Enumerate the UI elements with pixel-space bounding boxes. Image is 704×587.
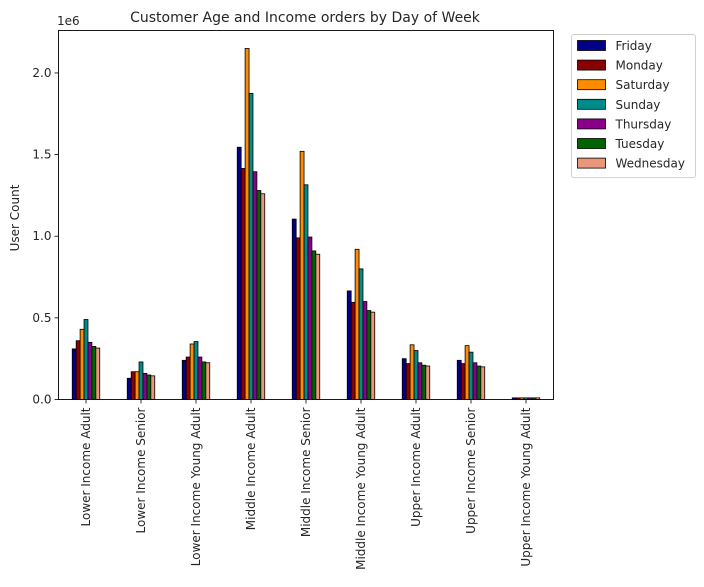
y-tick-label-1: 0.5	[32, 311, 51, 325]
legend-label-thursday: Thursday	[615, 117, 672, 131]
bar-tuesday-6	[421, 364, 427, 400]
legend-swatch-thursday	[577, 118, 606, 130]
bar-tuesday-1	[146, 374, 152, 400]
y-tick-label-0: 0.0	[32, 393, 51, 407]
bar-thursday-3	[252, 171, 258, 400]
bar-wednesday-4	[315, 253, 321, 400]
legend-label-saturday: Saturday	[616, 78, 670, 92]
bar-friday-3	[236, 146, 242, 400]
bar-saturday-0	[79, 328, 85, 400]
x-tick-label-2: Lower Income Young Adult	[189, 407, 203, 566]
bar-thursday-4	[307, 236, 313, 400]
bar-saturday-5	[354, 248, 360, 400]
chart-title: Customer Age and Income orders by Day of…	[130, 10, 481, 26]
bars-layer	[71, 48, 541, 400]
y-axis-label: User Count	[8, 184, 22, 251]
bar-friday-6	[401, 358, 407, 400]
bar-monday-4	[295, 237, 301, 400]
legend-swatch-monday	[577, 59, 606, 71]
y-axis-offset-label: 1e6	[57, 14, 80, 28]
bar-wednesday-3	[260, 193, 266, 400]
bar-saturday-6	[409, 344, 415, 400]
bar-sunday-4	[303, 184, 309, 400]
bar-wednesday-0	[95, 347, 101, 400]
bar-sunday-6	[413, 350, 419, 400]
x-tick-label-1: Lower Income Senior	[134, 407, 148, 533]
bar-sunday-7	[468, 351, 474, 400]
y-tick-label-2: 1.0	[32, 229, 51, 243]
bar-friday-7	[456, 359, 462, 400]
bar-sunday-1	[138, 361, 144, 400]
x-tick-label-3: Middle Income Adult	[244, 407, 258, 530]
bar-sunday-2	[193, 341, 199, 400]
bar-wednesday-7	[480, 366, 486, 400]
x-tick-label-0: Lower Income Adult	[79, 407, 93, 526]
bar-wednesday-5	[370, 311, 376, 400]
bar-sunday-3	[248, 92, 254, 400]
bar-tuesday-3	[256, 190, 262, 400]
bar-thursday-0	[87, 341, 93, 400]
legend-swatch-sunday	[577, 98, 606, 110]
bar-thursday-2	[197, 356, 203, 400]
bar-friday-0	[71, 348, 77, 400]
y-axis-ticks: 0.0 0.5 1.0 1.5 2.0	[32, 66, 59, 407]
bar-monday-0	[75, 340, 81, 400]
bar-monday-2	[185, 356, 191, 400]
bar-monday-5	[350, 301, 356, 400]
bar-saturday-4	[299, 150, 305, 400]
bar-wednesday-6	[425, 365, 431, 400]
bar-thursday-5	[362, 301, 368, 400]
legend-label-friday: Friday	[616, 39, 652, 53]
bar-tuesday-5	[366, 310, 372, 400]
x-tick-label-7: Upper Income Senior	[464, 407, 478, 533]
legend-label-wednesday: Wednesday	[616, 157, 685, 171]
x-tick-label-6: Upper Income Adult	[409, 407, 423, 527]
bar-thursday-7	[472, 362, 478, 400]
y-tick-label-3: 1.5	[32, 148, 51, 162]
bar-wednesday-1	[150, 375, 156, 400]
bar-tuesday-7	[476, 365, 482, 400]
bar-wednesday-2	[205, 362, 211, 400]
bar-saturday-2	[189, 343, 195, 400]
bar-friday-5	[346, 290, 352, 400]
bar-sunday-5	[358, 268, 364, 400]
legend-swatch-saturday	[577, 79, 606, 91]
bar-tuesday-4	[311, 250, 317, 400]
legend-label-monday: Monday	[616, 59, 663, 73]
bar-tuesday-2	[201, 361, 207, 400]
bar-monday-7	[460, 363, 466, 400]
legend: Friday Monday Saturday Sunday Thursday Tuesda…	[571, 34, 696, 179]
legend-swatch-wednesday	[577, 157, 606, 169]
plot-frame	[58, 30, 554, 400]
bar-friday-4	[291, 218, 297, 400]
bar-saturday-1	[134, 371, 140, 400]
bar-saturday-7	[464, 345, 470, 400]
legend-label-tuesday: Tuesday	[615, 137, 665, 151]
bar-friday-2	[181, 359, 187, 400]
bar-sunday-0	[83, 319, 89, 400]
x-tick-label-5: Middle Income Young Adult	[354, 407, 368, 570]
bar-friday-1	[126, 377, 132, 400]
legend-swatch-tuesday	[577, 138, 606, 149]
y-tick-label-4: 2.0	[32, 66, 51, 80]
x-tick-label-8: Upper Income Young Adult	[519, 407, 533, 566]
bar-saturday-3	[244, 48, 250, 400]
bar-monday-6	[405, 363, 411, 400]
bar-tuesday-0	[91, 346, 97, 400]
x-axis-ticks: Lower Income Adult Lower Income Senior Low…	[79, 399, 533, 570]
bar-thursday-6	[417, 362, 423, 400]
x-tick-label-4: Middle Income Senior	[299, 407, 313, 537]
bar-monday-3	[240, 168, 246, 400]
bar-monday-1	[130, 371, 136, 400]
legend-swatch-friday	[577, 40, 606, 51]
legend-label-sunday: Sunday	[616, 98, 661, 112]
bar-thursday-1	[142, 372, 148, 400]
